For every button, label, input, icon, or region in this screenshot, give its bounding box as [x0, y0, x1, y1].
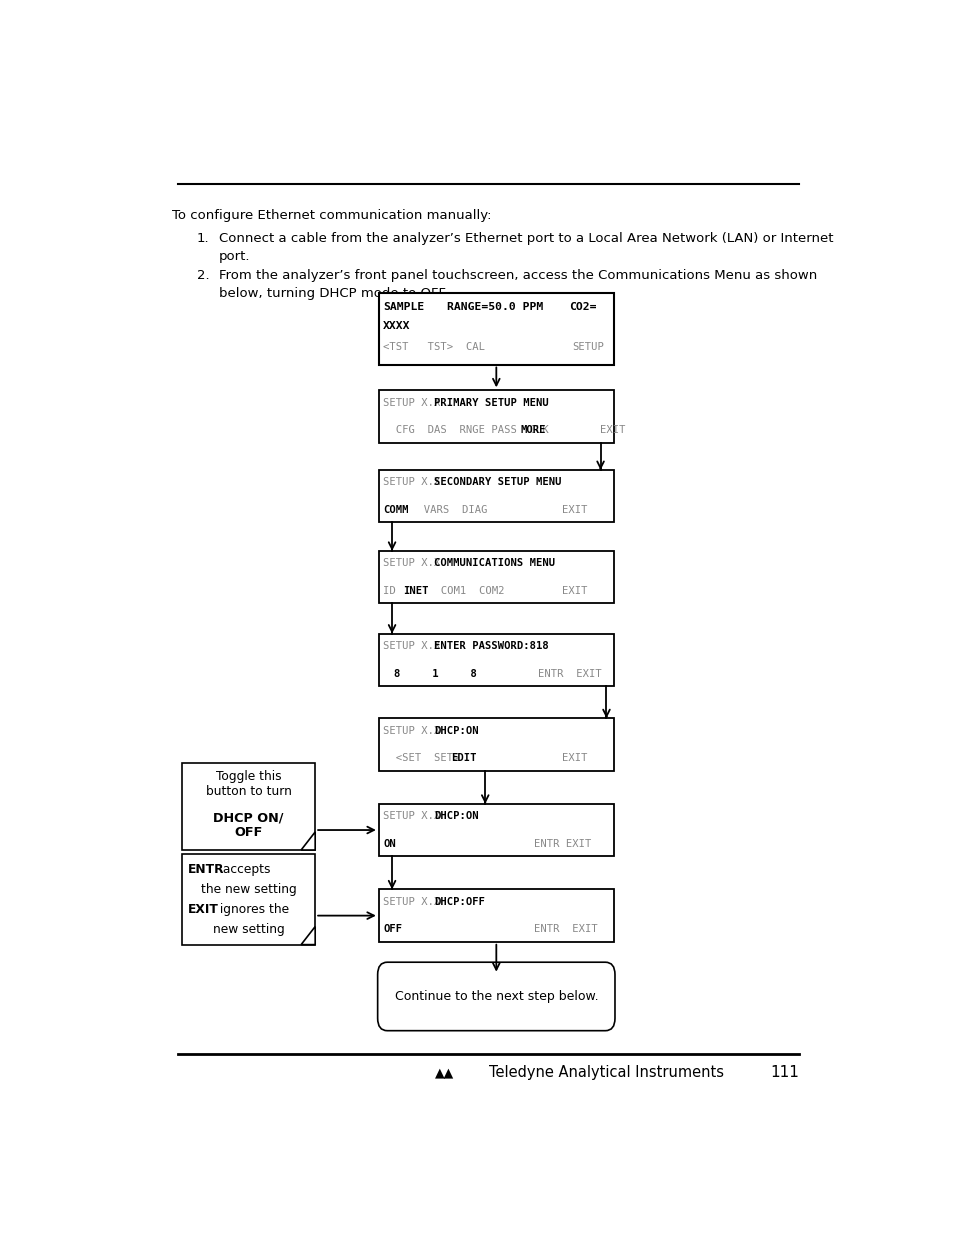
Text: COM1  COM2: COM1 COM2: [428, 585, 504, 595]
Text: accepts: accepts: [219, 863, 271, 876]
Text: COMM: COMM: [383, 505, 408, 515]
Text: EDIT: EDIT: [451, 753, 476, 763]
FancyBboxPatch shape: [182, 762, 314, 850]
Text: SETUP X.X: SETUP X.X: [383, 478, 440, 488]
Text: <TST   TST>  CAL: <TST TST> CAL: [383, 342, 485, 352]
Text: MORE: MORE: [520, 425, 546, 435]
Text: ENTER PASSWORD:818: ENTER PASSWORD:818: [434, 641, 548, 651]
Text: ENTR: ENTR: [188, 863, 224, 876]
Text: EXIT: EXIT: [188, 903, 218, 916]
Text: below, turning DHCP mode to OFF.: below, turning DHCP mode to OFF.: [219, 287, 448, 300]
FancyBboxPatch shape: [378, 390, 613, 442]
Text: INET: INET: [403, 585, 428, 595]
FancyBboxPatch shape: [378, 293, 613, 364]
Text: port.: port.: [219, 249, 251, 263]
Text: DHCP:ON: DHCP:ON: [434, 726, 478, 736]
Text: ENTR  EXIT: ENTR EXIT: [537, 668, 601, 678]
Text: SETUP: SETUP: [572, 342, 603, 352]
Text: To configure Ethernet communication manually:: To configure Ethernet communication manu…: [172, 209, 492, 222]
Text: VARS  DIAG: VARS DIAG: [411, 505, 487, 515]
Text: EXIT: EXIT: [561, 585, 587, 595]
FancyBboxPatch shape: [377, 962, 615, 1031]
Text: SETUP X.X: SETUP X.X: [383, 641, 440, 651]
Text: Connect a cable from the analyzer’s Ethernet port to a Local Area Network (LAN) : Connect a cable from the analyzer’s Ethe…: [219, 232, 833, 245]
FancyBboxPatch shape: [378, 719, 613, 771]
Text: ENTR  EXIT: ENTR EXIT: [534, 925, 598, 935]
Text: OFF: OFF: [383, 925, 402, 935]
Text: SETUP X.X: SETUP X.X: [383, 811, 440, 821]
Text: SETUP X.X: SETUP X.X: [383, 558, 440, 568]
Text: COMMUNICATIONS MENU: COMMUNICATIONS MENU: [434, 558, 555, 568]
Text: Toggle this
button to turn: Toggle this button to turn: [206, 771, 292, 798]
Text: 2.: 2.: [196, 269, 210, 282]
Text: 8     1     8: 8 1 8: [394, 668, 476, 678]
Text: SAMPLE: SAMPLE: [383, 303, 424, 312]
FancyBboxPatch shape: [378, 551, 613, 603]
Text: ID: ID: [383, 585, 408, 595]
Text: SECONDARY SETUP MENU: SECONDARY SETUP MENU: [434, 478, 561, 488]
FancyBboxPatch shape: [378, 804, 613, 856]
Text: ignores the: ignores the: [216, 903, 289, 916]
Text: Teledyne Analytical Instruments: Teledyne Analytical Instruments: [488, 1065, 723, 1081]
Text: 1.: 1.: [196, 232, 210, 245]
Polygon shape: [301, 832, 314, 850]
Text: SETUP X.X: SETUP X.X: [383, 726, 440, 736]
Text: From the analyzer’s front panel touchscreen, access the Communications Menu as s: From the analyzer’s front panel touchscr…: [219, 269, 817, 282]
FancyBboxPatch shape: [378, 634, 613, 685]
Text: PRIMARY SETUP MENU: PRIMARY SETUP MENU: [434, 398, 548, 408]
Text: new setting: new setting: [213, 923, 284, 936]
Text: EXIT: EXIT: [548, 425, 624, 435]
Text: SETUP X.X: SETUP X.X: [383, 398, 440, 408]
Text: EXIT: EXIT: [561, 753, 587, 763]
Text: the new setting: the new setting: [200, 883, 296, 895]
Text: CFG  DAS  RNGE PASS  CLK: CFG DAS RNGE PASS CLK: [383, 425, 561, 435]
Text: 111: 111: [770, 1065, 799, 1081]
Text: ENTR EXIT: ENTR EXIT: [534, 839, 591, 848]
Text: DHCP ON/
OFF: DHCP ON/ OFF: [213, 811, 284, 840]
Text: <SET  SET>: <SET SET>: [383, 753, 472, 763]
Text: CO2=: CO2=: [568, 303, 596, 312]
FancyBboxPatch shape: [378, 471, 613, 522]
Text: DHCP:ON: DHCP:ON: [434, 811, 478, 821]
Text: DHCP:OFF: DHCP:OFF: [434, 897, 485, 906]
Text: Continue to the next step below.: Continue to the next step below.: [395, 990, 598, 1003]
Text: SETUP X.X: SETUP X.X: [383, 897, 440, 906]
Text: EXIT: EXIT: [561, 505, 587, 515]
Text: XXXX: XXXX: [383, 321, 411, 331]
Polygon shape: [301, 926, 314, 945]
Text: RANGE=50.0 PPM: RANGE=50.0 PPM: [446, 303, 542, 312]
FancyBboxPatch shape: [378, 889, 613, 942]
Text: ▲▲: ▲▲: [435, 1066, 454, 1079]
FancyBboxPatch shape: [182, 855, 314, 945]
Text: ON: ON: [383, 839, 395, 848]
